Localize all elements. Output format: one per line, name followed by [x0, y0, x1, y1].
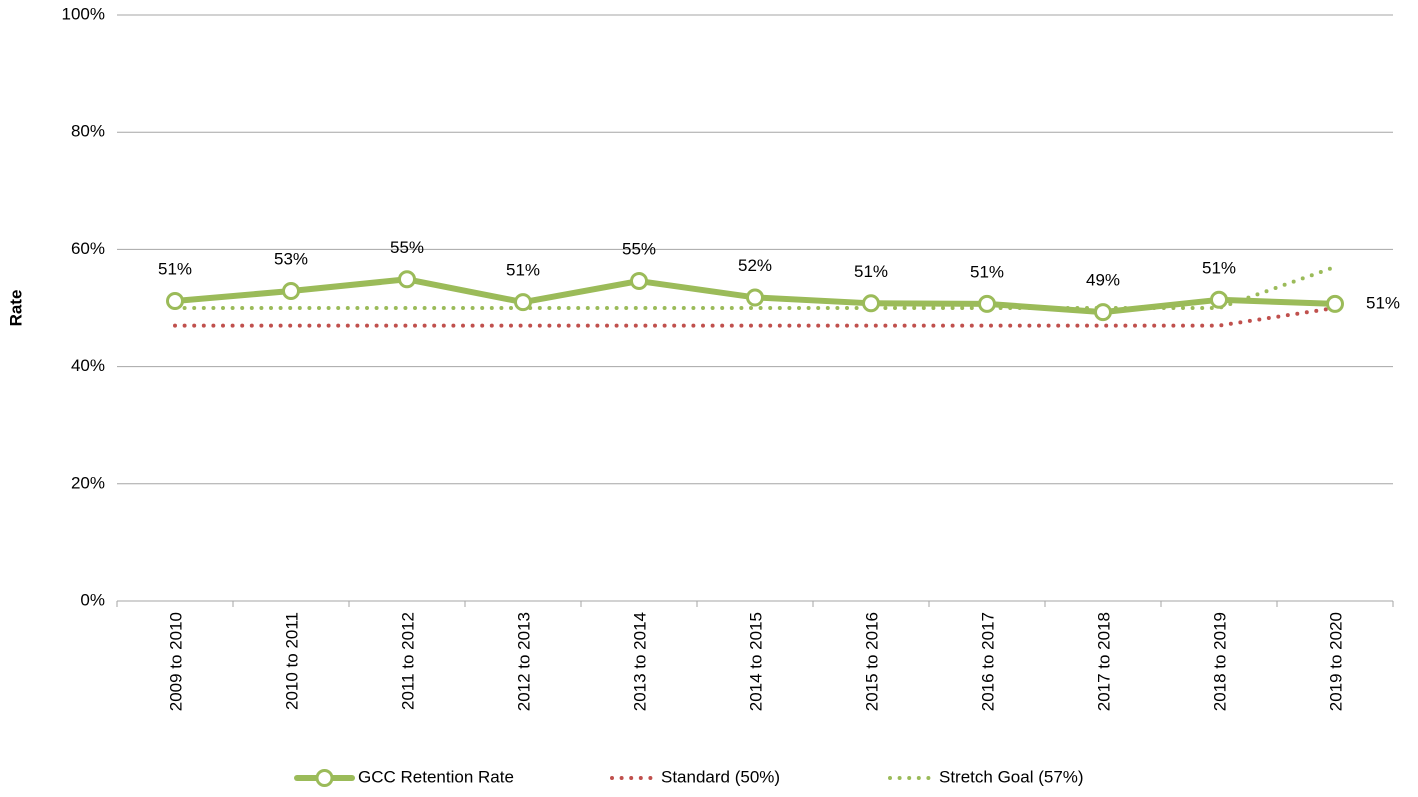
data-label: 51% [158, 259, 192, 278]
point-marker [746, 288, 764, 307]
data-label: 51% [1202, 258, 1236, 277]
x-tick-label: 2012 to 2013 [514, 612, 533, 711]
legend-label: Standard (50%) [661, 767, 780, 786]
point-marker [166, 291, 184, 310]
data-label: 55% [622, 240, 656, 259]
x-tick-label: 2016 to 2017 [978, 612, 997, 711]
data-label: 51% [970, 262, 1004, 281]
y-tick-label: 40% [71, 356, 105, 375]
x-tick-label: 2011 to 2012 [398, 612, 417, 710]
data-label: 52% [738, 256, 772, 275]
data-label: 51% [1366, 293, 1400, 312]
x-tick-label: 2009 to 2010 [166, 612, 185, 711]
y-tick-label: 100% [62, 4, 105, 23]
legend-label: Stretch Goal (57%) [939, 767, 1084, 786]
x-tick-label: 2017 to 2018 [1094, 612, 1113, 711]
point-marker [514, 293, 532, 312]
series-line [173, 306, 1337, 328]
data-label: 55% [390, 238, 424, 257]
point-marker [862, 294, 880, 313]
x-tick-label: 2018 to 2019 [1210, 612, 1229, 711]
point-marker [282, 282, 300, 301]
series-line [173, 264, 1337, 310]
point-marker [1210, 290, 1228, 309]
point-marker [398, 270, 416, 289]
y-tick-label: 20% [71, 473, 105, 492]
y-tick-label: 80% [71, 122, 105, 141]
x-tick-label: 2019 to 2020 [1326, 612, 1345, 711]
point-marker [1094, 303, 1112, 322]
x-tick-label: 2013 to 2014 [630, 612, 649, 711]
data-label: 53% [274, 249, 308, 268]
x-tick-label: 2010 to 2011 [282, 612, 301, 710]
data-label: 51% [506, 261, 540, 280]
x-tick-label: 2014 to 2015 [746, 612, 765, 711]
point-marker [1326, 294, 1344, 313]
legend-label: GCC Retention Rate [358, 767, 514, 786]
data-label: 51% [854, 262, 888, 281]
data-label: 49% [1086, 271, 1120, 290]
y-tick-label: 0% [80, 590, 105, 609]
legend-marker [315, 769, 334, 787]
x-tick-label: 2015 to 2016 [862, 612, 881, 711]
y-tick-label: 60% [71, 239, 105, 258]
point-marker [630, 272, 648, 291]
y-axis-title: Rate [6, 290, 25, 327]
point-marker [978, 294, 996, 313]
